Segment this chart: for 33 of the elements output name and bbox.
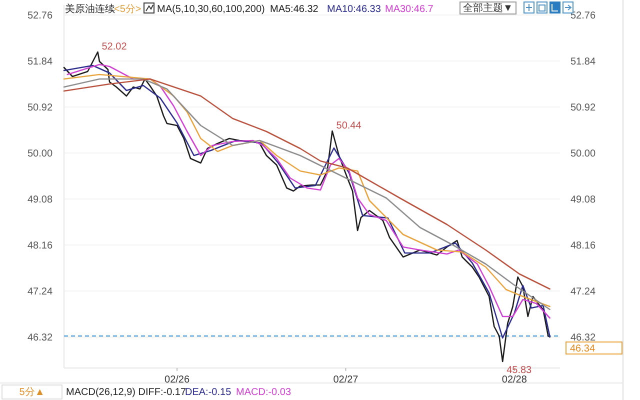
y2-tick-label: 46.32 xyxy=(570,332,596,344)
y-tick-label: 49.08 xyxy=(27,194,53,206)
y-tick-label: 52.76 xyxy=(27,10,53,22)
y-tick-label: 50.00 xyxy=(27,148,53,160)
y2-tick-label: 48.16 xyxy=(570,240,596,252)
annotation: 全部主题▼ xyxy=(463,2,513,14)
text: MACD:-0.03 xyxy=(236,387,292,398)
y2-tick-label: 50.92 xyxy=(570,102,596,114)
annotation: 45.83 xyxy=(506,365,532,376)
y2-tick-label: 47.24 xyxy=(570,286,596,298)
chart-title: 美原油连续 xyxy=(65,3,115,15)
text: MACD(26,12,9) DIFF:-0.17 xyxy=(66,387,186,398)
text: 5分▲ xyxy=(19,386,45,398)
text: MA10:46.33 xyxy=(327,4,382,15)
y2-tick-label: 51.84 xyxy=(570,56,596,68)
chart-subtitle: <5分> xyxy=(114,3,142,15)
y-tick-label: 47.24 xyxy=(27,286,53,298)
y-tick-label: 51.84 xyxy=(27,56,53,68)
x-tick-label: 02/26 xyxy=(164,374,190,386)
text: DEA:-0.15 xyxy=(185,387,232,398)
x-tick-label: 02/28 xyxy=(502,374,528,386)
y-tick-label: 50.92 xyxy=(27,102,53,114)
annotation: 52.02 xyxy=(102,42,128,52)
y2-tick-label: 50.00 xyxy=(570,148,596,160)
y2-tick-label: 49.08 xyxy=(570,194,596,206)
text: MA30:46.7 xyxy=(385,4,434,15)
annotation: MA(5,10,30,60,100,200) xyxy=(157,4,265,15)
ref-line-label: 46.34 xyxy=(570,344,596,354)
annotation: 50.44 xyxy=(336,120,362,132)
x-tick-label: 02/27 xyxy=(333,374,359,386)
y-tick-label: 48.16 xyxy=(27,240,53,252)
text: MA5:46.32 xyxy=(270,4,319,15)
y-tick-label: 46.32 xyxy=(27,332,53,344)
